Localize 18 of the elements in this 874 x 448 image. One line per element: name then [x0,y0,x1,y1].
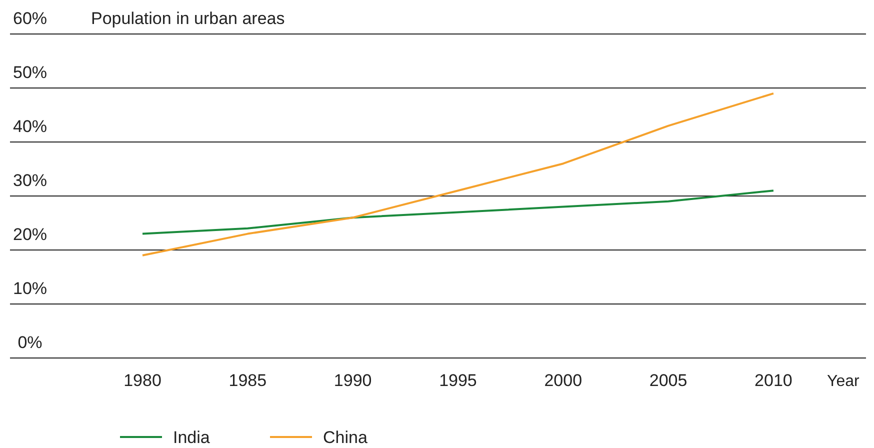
y-tick-label: 30% [12,171,48,190]
legend-label: India [173,428,210,447]
x-tick-label: 2000 [544,371,582,390]
y-tick-label: 20% [12,225,48,244]
y-tick-label: 60% [12,9,48,28]
y-tick-label: 0% [18,333,42,352]
x-tick-label: 1995 [439,371,477,390]
x-tick-label: 1985 [228,371,267,390]
y-tick-label: 40% [12,117,48,136]
x-tick-label: 1980 [124,371,162,390]
chart-title: Population in urban areas [91,9,285,28]
x-tick-label: 2005 [649,371,688,390]
x-tick-label: 1990 [334,371,372,390]
y-tick-label: 10% [12,279,48,298]
x-tick-label: 2010 [754,371,792,390]
x-axis-title: Year [827,373,860,390]
y-tick-label: 50% [12,63,48,82]
legend-label: China [323,428,368,447]
